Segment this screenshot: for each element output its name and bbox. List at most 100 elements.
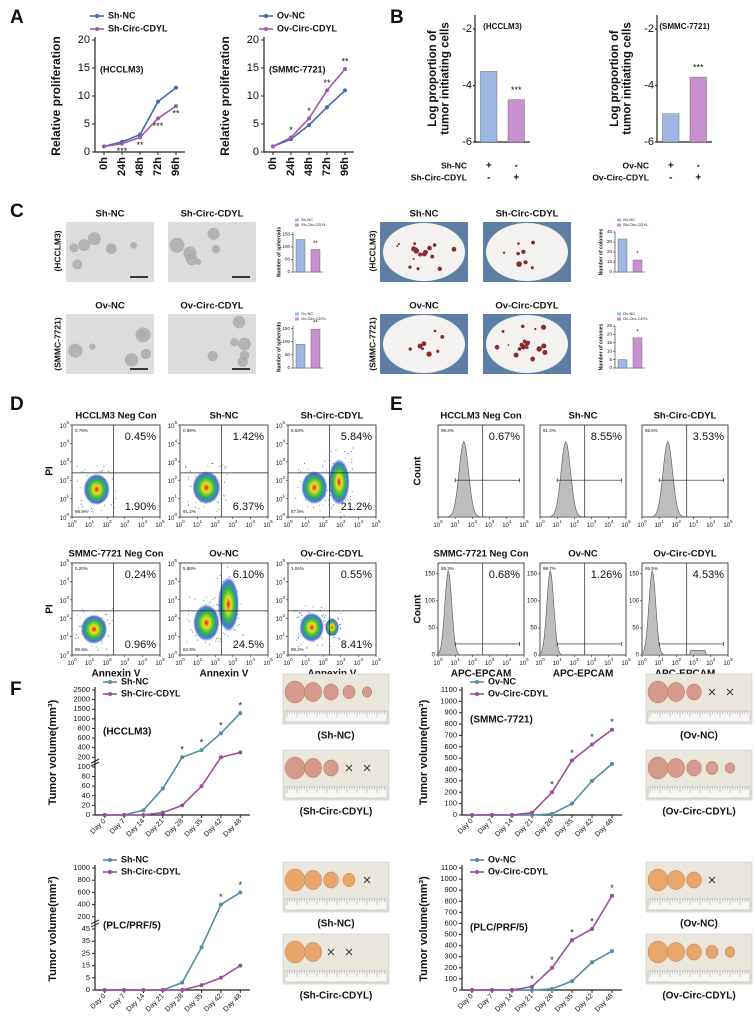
annotation: (HCCLM3) (483, 22, 522, 31)
table-row-label: Sh-NC (441, 160, 467, 170)
event-dot (301, 614, 303, 616)
event-dot (226, 474, 228, 476)
event-dot (198, 507, 200, 509)
tick-exponent: 0 (440, 657, 443, 662)
y-tick-label: 20 (78, 34, 90, 46)
event-dot (105, 613, 107, 615)
data-point (218, 731, 223, 736)
legend-label: Ov-NC (488, 676, 517, 686)
tick-exponent: 3 (282, 595, 285, 600)
tick-base: 10 (67, 523, 74, 529)
tumor (284, 940, 306, 964)
y-tick-label: 10 (607, 348, 613, 353)
tick-exponent: 0 (182, 657, 185, 662)
spheroid (230, 338, 239, 347)
event-dot (324, 460, 326, 462)
y-tick-label: 5 (86, 973, 90, 982)
data-point (160, 988, 165, 992)
event-dot (91, 507, 93, 509)
event-dot (194, 475, 196, 477)
tick-label: 104 (60, 439, 70, 448)
event-dot (234, 629, 236, 631)
row-label: (SMMC-7721) (367, 317, 377, 371)
colony (421, 251, 427, 257)
data-point (180, 980, 185, 985)
event-dot (324, 500, 326, 502)
data-point (120, 141, 124, 146)
photo-caption: (Sh-Circ-CDYL) (300, 991, 373, 1002)
tick-label: 103 (228, 519, 238, 528)
tumor (686, 683, 702, 701)
quadrant-percent: 63.9% (183, 647, 196, 652)
quadrant-percent: 98.9% (75, 509, 88, 514)
y-tick-label: 50 (285, 352, 291, 357)
data-point (141, 808, 146, 813)
x-tick-label: Day 35 (554, 818, 575, 839)
event-dot (217, 500, 219, 502)
x-tick-label: Day 35 (554, 993, 575, 1014)
panel-label: C (10, 201, 24, 222)
tick-exponent: 0 (290, 519, 293, 524)
tumor (667, 870, 685, 890)
tick-base: 10 (155, 523, 162, 529)
y-tick-label: 300 (444, 776, 457, 785)
x-tick-label: Day 21 (145, 818, 166, 839)
colony (521, 249, 526, 254)
significance-label: * (219, 892, 223, 902)
plot-frame (539, 424, 627, 518)
tick-base: 10 (689, 523, 696, 529)
data-point (238, 963, 243, 968)
colony (396, 245, 399, 248)
table-cell: + (486, 161, 492, 172)
tick-label: 105 (371, 657, 381, 666)
data-point (180, 803, 185, 808)
colony (531, 240, 535, 245)
panel-label: A (10, 7, 24, 28)
colony (501, 330, 505, 333)
event-dot (87, 510, 89, 512)
colony (540, 324, 547, 330)
tick-base: 10 (211, 661, 218, 667)
y-tick-label: 800 (77, 723, 90, 732)
y-tick-label: 900 (444, 708, 457, 717)
gate-percent: 98.7% (543, 566, 556, 571)
colony (430, 254, 435, 259)
tick-label: 102 (60, 613, 70, 622)
quadrant-percent: 98.2% (291, 647, 304, 652)
event-dot (323, 614, 325, 616)
absent-tumor-mark (708, 688, 716, 696)
plot-title: HCCLM3 Neg Con (75, 411, 156, 422)
colony (522, 339, 527, 344)
spheroid (78, 239, 91, 252)
y-tick-label: 150 (282, 232, 290, 237)
spheroid (207, 350, 218, 362)
tick-exponent: 4 (252, 657, 255, 662)
event-dot (350, 450, 352, 452)
y-axis-label: Number of colonies (598, 323, 604, 370)
tick-label: 101 (276, 632, 286, 641)
spheroid (72, 259, 83, 270)
legend-label: Sh-Circ-CDYL (623, 222, 649, 227)
event-dot (322, 638, 324, 640)
y-tick-label: 50 (530, 626, 537, 632)
y-tick-label: 100 (444, 799, 457, 808)
tick-exponent: 3 (343, 519, 346, 524)
colony (418, 252, 423, 257)
gate (556, 641, 623, 646)
tick-label: 105 (621, 519, 631, 528)
micrograph (66, 314, 154, 374)
tick-exponent: 5 (162, 657, 165, 662)
tick-exponent: 4 (252, 519, 255, 524)
legend-label: Sh-NC (623, 217, 635, 222)
event-dot (207, 465, 209, 467)
data-point (570, 801, 574, 806)
tick-base: 10 (120, 661, 127, 667)
tick-exponent: 0 (290, 657, 293, 662)
tick-exponent: 1 (200, 519, 203, 524)
legend-swatch (617, 317, 621, 321)
colony (440, 334, 445, 339)
tick-exponent: 4 (174, 439, 177, 444)
colony (397, 242, 400, 246)
event-dot (342, 619, 344, 621)
bar (632, 337, 643, 369)
